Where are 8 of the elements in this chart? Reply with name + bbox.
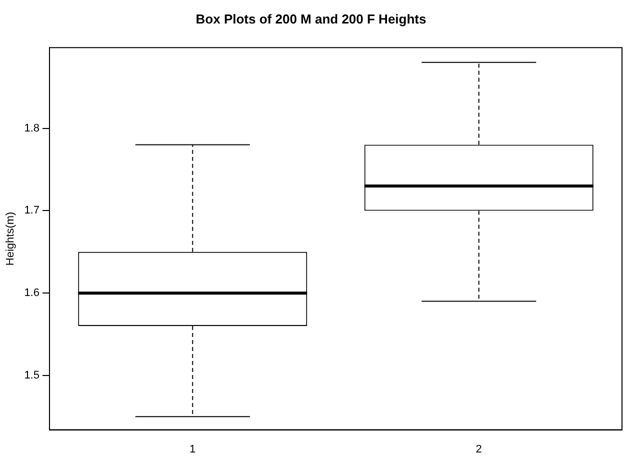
y-tick-label: 1.8 xyxy=(24,122,40,134)
y-tick-label: 1.5 xyxy=(24,369,40,382)
x-tick-label: 1 xyxy=(190,443,196,456)
chart-title: Box Plots of 200 M and 200 F Heights xyxy=(196,11,426,26)
y-tick-label: 1.7 xyxy=(24,204,40,217)
y-axis-title: Heights(m) xyxy=(4,212,17,266)
x-tick-label: 2 xyxy=(476,443,482,456)
y-tick-label: 1.6 xyxy=(24,287,40,300)
